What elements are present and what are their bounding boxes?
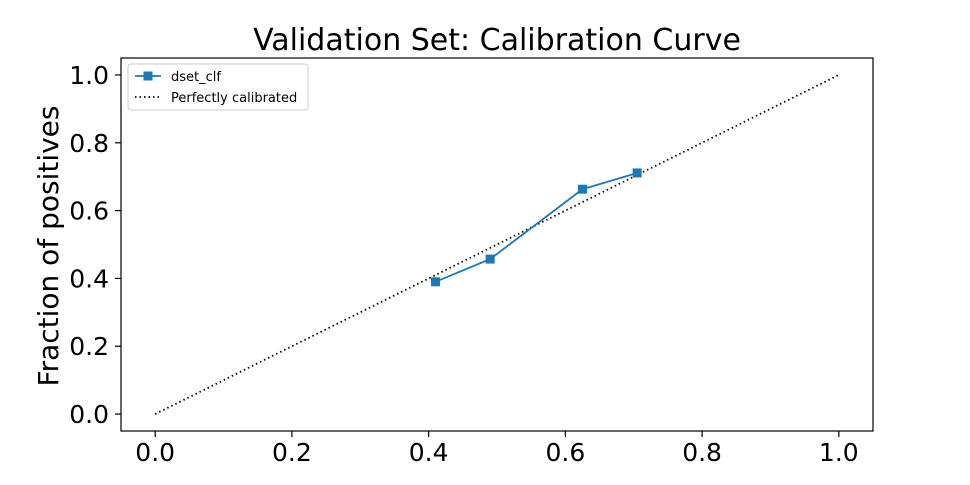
series-layer bbox=[154, 74, 840, 415]
x-tick-label: 0.8 bbox=[682, 438, 722, 467]
plot-frame bbox=[120, 57, 874, 432]
series-line-perfectly-calibrated bbox=[154, 74, 840, 415]
y-tick-label: 0.6 bbox=[69, 197, 109, 226]
legend: dset_clf Perfectly calibrated bbox=[127, 63, 309, 111]
y-tick-label: 0.8 bbox=[69, 129, 109, 158]
y-tick-label: 0.0 bbox=[69, 400, 109, 429]
x-tick-label: 0.0 bbox=[135, 438, 175, 467]
data-point-dset-clf bbox=[485, 254, 495, 264]
legend-label-dset-clf: dset_clf bbox=[171, 70, 221, 85]
y-tick-label: 0.2 bbox=[69, 332, 109, 361]
chart-title: Validation Set: Calibration Curve bbox=[253, 23, 741, 58]
y-tick-label: 0.4 bbox=[69, 264, 109, 293]
legend-label-perfectly-calibrated: Perfectly calibrated bbox=[171, 91, 297, 106]
data-point-dset-clf bbox=[430, 277, 440, 287]
legend-box bbox=[127, 63, 309, 111]
axis-ticks: 0.0 0.2 0.4 0.6 0.8 1.0 0.0 0.2 0.4 0.6 0.8 1.0 bbox=[69, 61, 858, 467]
x-tick-label: 0.4 bbox=[409, 438, 449, 467]
data-point-dset-clf bbox=[577, 184, 587, 194]
x-tick-label: 0.2 bbox=[272, 438, 312, 467]
x-tick-label: 0.6 bbox=[545, 438, 585, 467]
data-point-dset-clf bbox=[632, 168, 642, 178]
series-line-dset-clf bbox=[435, 172, 638, 283]
y-axis-label: Fraction of positives bbox=[32, 106, 65, 387]
legend-marker-dset-clf bbox=[143, 71, 153, 81]
y-tick-label: 1.0 bbox=[69, 61, 109, 90]
x-tick-label: 1.0 bbox=[819, 438, 859, 467]
